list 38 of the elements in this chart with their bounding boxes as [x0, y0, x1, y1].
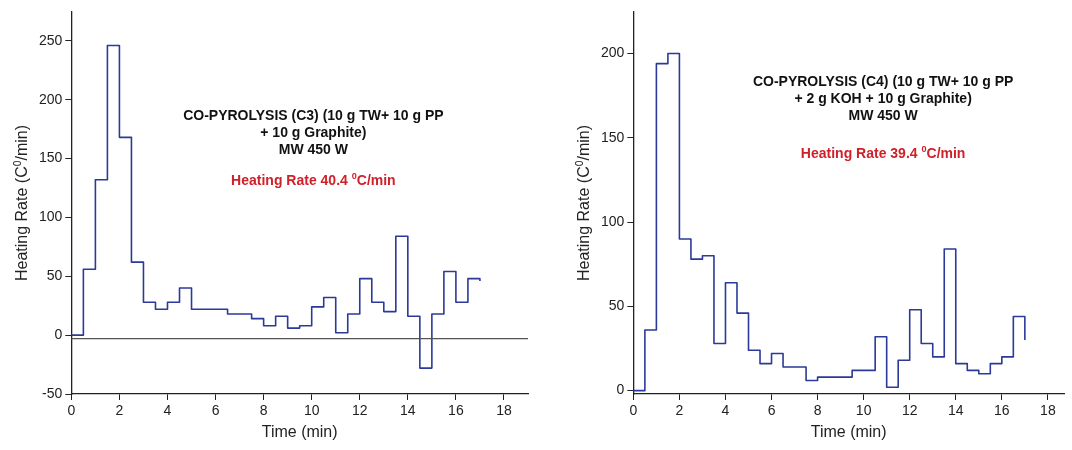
y-tick-label: 150 — [39, 149, 63, 166]
x-tick-label: 6 — [211, 402, 220, 419]
y-tick-label: 150 — [601, 128, 625, 145]
x-axis-title: Time (min) — [810, 422, 887, 440]
annotation: CO-PYROLYSIS (C3) (10 g TW+ 10 g PP + 10 g Graphite) MW 450 W — [183, 107, 444, 159]
x-tick-label: 6 — [767, 402, 776, 419]
y-tick-label: 50 — [46, 267, 63, 284]
x-tick-label: 2 — [675, 402, 684, 419]
x-tick-label: 4 — [721, 402, 730, 419]
x-axis-title: Time (min) — [261, 422, 338, 440]
x-tick-label: 12 — [901, 402, 918, 419]
annotation: Heating Rate 39.4 $^{0}$C/min — [800, 144, 966, 163]
x-tick-label: 12 — [351, 402, 368, 419]
x-tick-label: 10 — [303, 402, 320, 419]
y-tick-label: 100 — [39, 208, 63, 225]
y-tick-label: 100 — [601, 212, 625, 229]
y-tick-label: 250 — [39, 31, 63, 48]
x-tick-label: 16 — [448, 402, 464, 419]
x-tick-label: 16 — [994, 402, 1010, 419]
x-tick-label: 18 — [1040, 402, 1056, 419]
x-tick-label: 0 — [629, 402, 638, 419]
y-tick-label: 0 — [616, 381, 625, 398]
x-tick-label: 8 — [259, 402, 268, 419]
x-tick-label: 18 — [496, 402, 512, 419]
y-tick-label: 200 — [39, 90, 63, 107]
x-tick-label: 4 — [163, 402, 172, 419]
x-tick-label: 0 — [67, 402, 76, 419]
x-tick-label: 2 — [115, 402, 124, 419]
annotation: Heating Rate 40.4 $^{0}$C/min — [231, 171, 396, 190]
x-tick-label: 10 — [855, 402, 872, 419]
x-tick-label: 14 — [400, 402, 416, 419]
y-tick-label: 0 — [54, 326, 63, 342]
x-tick-label: 14 — [947, 402, 964, 419]
y-tick-label: 50 — [608, 297, 625, 314]
annotation: CO-PYROLYSIS (C4) (10 g TW+ 10 g PP + 2 g KOH + 10 g Graphite) MW 450 W — [752, 72, 1014, 124]
x-tick-label: 8 — [813, 402, 822, 419]
y-tick-label: -50 — [42, 384, 63, 401]
y-tick-label: 200 — [601, 44, 625, 61]
